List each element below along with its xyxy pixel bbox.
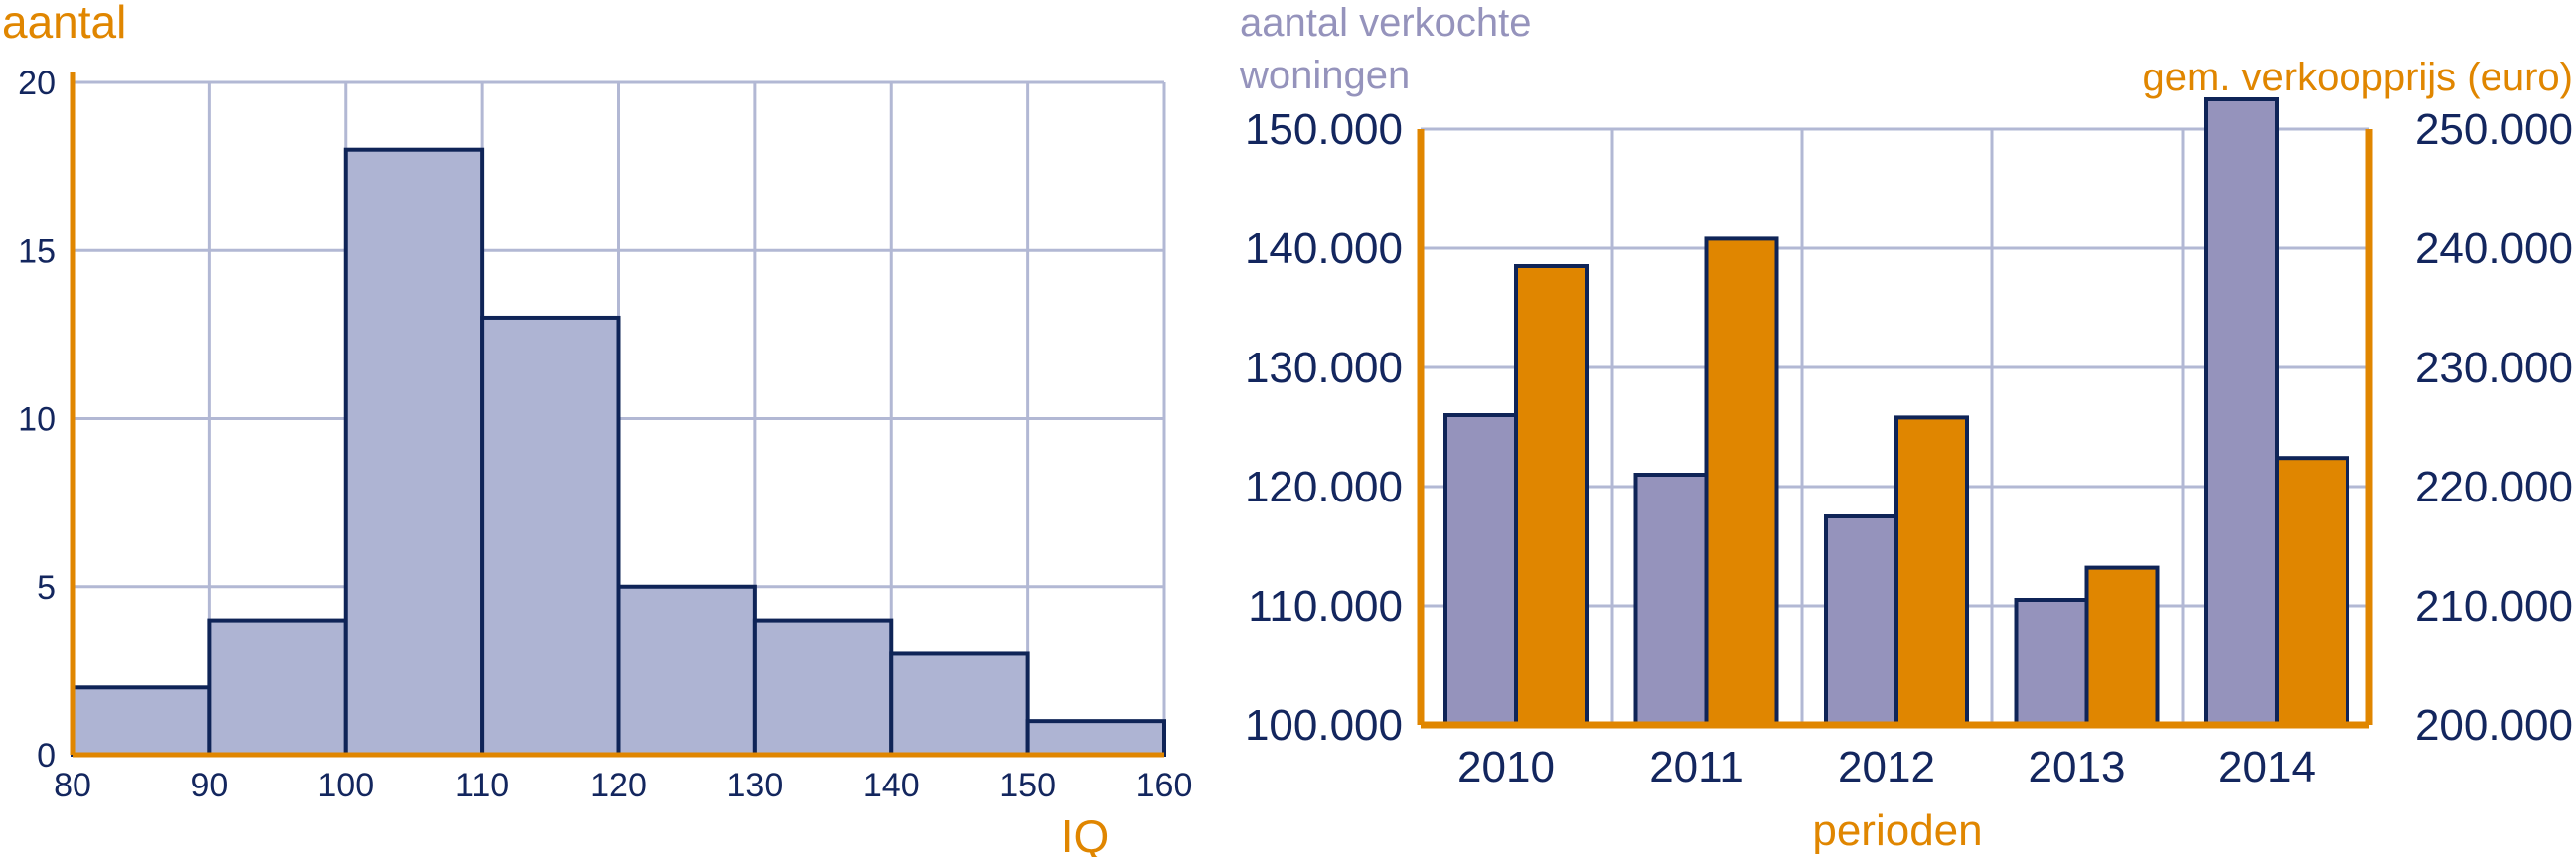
histogram-y-tick-label: 0 <box>37 737 56 775</box>
bar-chart-tick-labels: 2010 2011 2012 2013 2014 100.000 110.000 120.00… <box>1245 105 2573 791</box>
histogram-y-tick-label: 5 <box>37 569 56 607</box>
histogram-y-tick-label: 20 <box>18 65 56 102</box>
bar-chart-right-tick-label: 210.000 <box>2415 582 2573 631</box>
histogram-x-tick-label: 130 <box>727 767 784 804</box>
bar-chart-left-axis-title: aantal verkochte woningen <box>1239 1 1543 97</box>
histogram-bar <box>752 618 894 757</box>
histogram-bar <box>889 651 1030 758</box>
histogram-x-tick-label: 120 <box>590 767 647 804</box>
bar-average-price <box>1704 236 1779 727</box>
bar-chart-left-tick-label: 120.000 <box>1245 463 1403 511</box>
histogram-x-tick-label: 160 <box>1136 767 1193 804</box>
histogram-tick-labels: 80 90 100 110 120 130 140 150 160 0 5 10 15 20 <box>18 65 1192 804</box>
histogram-x-tick-label: 150 <box>999 767 1056 804</box>
bar-houses-sold <box>1443 413 1518 727</box>
left-axis-title-line-1: aantal verkochte <box>1240 1 1532 45</box>
bar-average-price <box>1514 264 1589 727</box>
histogram-x-tick-label: 80 <box>54 767 91 804</box>
histogram-x-tick-label: 90 <box>190 767 227 804</box>
bar-chart-right-tick-label: 250.000 <box>2415 105 2573 154</box>
histogram-bars <box>71 147 1166 758</box>
histogram-bar <box>480 315 621 757</box>
left-axis-title-line-2: woningen <box>1239 54 1410 97</box>
bar-chart-x-axis-title: perioden <box>1812 806 1982 855</box>
bar-average-price <box>1894 415 1969 727</box>
bar-chart-left-tick-label: 130.000 <box>1245 344 1403 392</box>
bar-chart-left-tick-label: 110.000 <box>1248 582 1403 631</box>
bar-houses-sold <box>1633 473 1709 727</box>
histogram-bar <box>616 584 757 757</box>
histogram-bar <box>343 147 485 757</box>
bar-houses-sold <box>2204 97 2279 727</box>
bar-chart-axes <box>1417 129 2373 729</box>
bar-chart-bars <box>1443 97 2349 727</box>
bar-chart-left-tick-label: 140.000 <box>1245 224 1403 273</box>
histogram-x-tick-label: 100 <box>317 767 374 804</box>
bar-chart-category-label: 2012 <box>1838 743 1935 791</box>
bar-chart-right-tick-label: 230.000 <box>2415 344 2573 392</box>
bar-chart-category-label: 2013 <box>2029 743 2126 791</box>
histogram-bar <box>71 685 212 757</box>
histogram-axes <box>70 72 1164 758</box>
bar-average-price <box>2084 565 2160 727</box>
bar-average-price <box>2275 456 2349 727</box>
bar-chart-category-label: 2014 <box>2218 743 2316 791</box>
bar-chart-category-label: 2010 <box>1457 743 1555 791</box>
bar-chart-right-tick-label: 200.000 <box>2415 701 2573 750</box>
histogram-bar <box>207 618 348 757</box>
histogram-x-axis-title: IQ <box>1061 810 1110 857</box>
bar-chart-right-tick-label: 240.000 <box>2415 224 2573 273</box>
bar-chart-left-tick-label: 150.000 <box>1245 105 1403 154</box>
histogram-x-tick-label: 110 <box>455 767 509 804</box>
bar-houses-sold <box>1824 514 1898 727</box>
bar-chart-right-axis-title: gem. verkoopprijs (euro) <box>2143 56 2574 99</box>
bar-chart-left-tick-label: 100.000 <box>1245 701 1403 750</box>
bar-houses-sold <box>2014 598 2089 727</box>
bar-chart-right-tick-label: 220.000 <box>2415 463 2573 511</box>
histogram-bar <box>1025 719 1166 758</box>
histogram-y-tick-label: 15 <box>18 232 56 270</box>
bar-chart-category-label: 2011 <box>1649 743 1743 791</box>
histogram-y-axis-title: aantal <box>2 0 126 48</box>
histogram-y-tick-label: 10 <box>18 401 56 439</box>
histogram-x-tick-label: 140 <box>863 767 920 804</box>
